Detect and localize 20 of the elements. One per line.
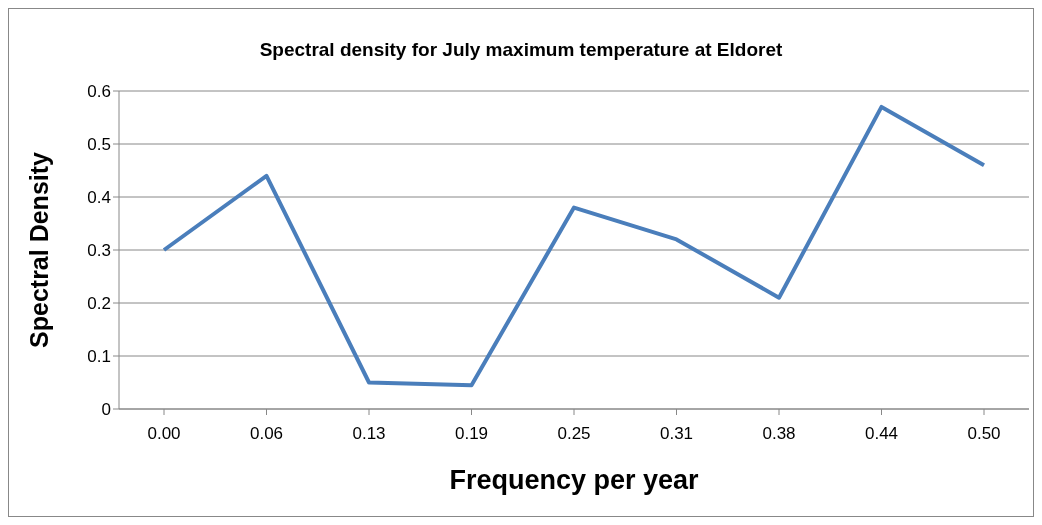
x-tick-label: 0.19 xyxy=(454,424,489,444)
x-tick-label: 0.25 xyxy=(557,424,591,444)
y-tick-label: 0.6 xyxy=(87,82,111,102)
y-tick-label: 0.4 xyxy=(87,188,111,208)
x-tick-label: 0.44 xyxy=(864,424,899,444)
y-axis-title: Spectral Density xyxy=(24,151,53,348)
x-tick-label: 0.06 xyxy=(249,424,284,444)
x-tick-label: 0.38 xyxy=(762,424,796,444)
x-axis-title: Frequency per year xyxy=(449,465,700,495)
y-tick-label: 0 xyxy=(101,400,111,420)
y-tick-label: 0.1 xyxy=(87,347,111,367)
chart-title: Spectral density for July maximum temperature at Eldoret xyxy=(258,39,784,61)
x-tick-label: 0.50 xyxy=(967,424,1001,444)
x-tick-label: 0.31 xyxy=(659,424,694,444)
y-tick-label: 0.3 xyxy=(87,241,111,261)
x-tick-label: 0.00 xyxy=(147,424,181,444)
y-tick-label: 0.5 xyxy=(87,135,111,155)
x-tick-label: 0.13 xyxy=(352,424,386,444)
y-tick-label: 0.2 xyxy=(87,294,111,314)
line-series xyxy=(162,104,986,388)
